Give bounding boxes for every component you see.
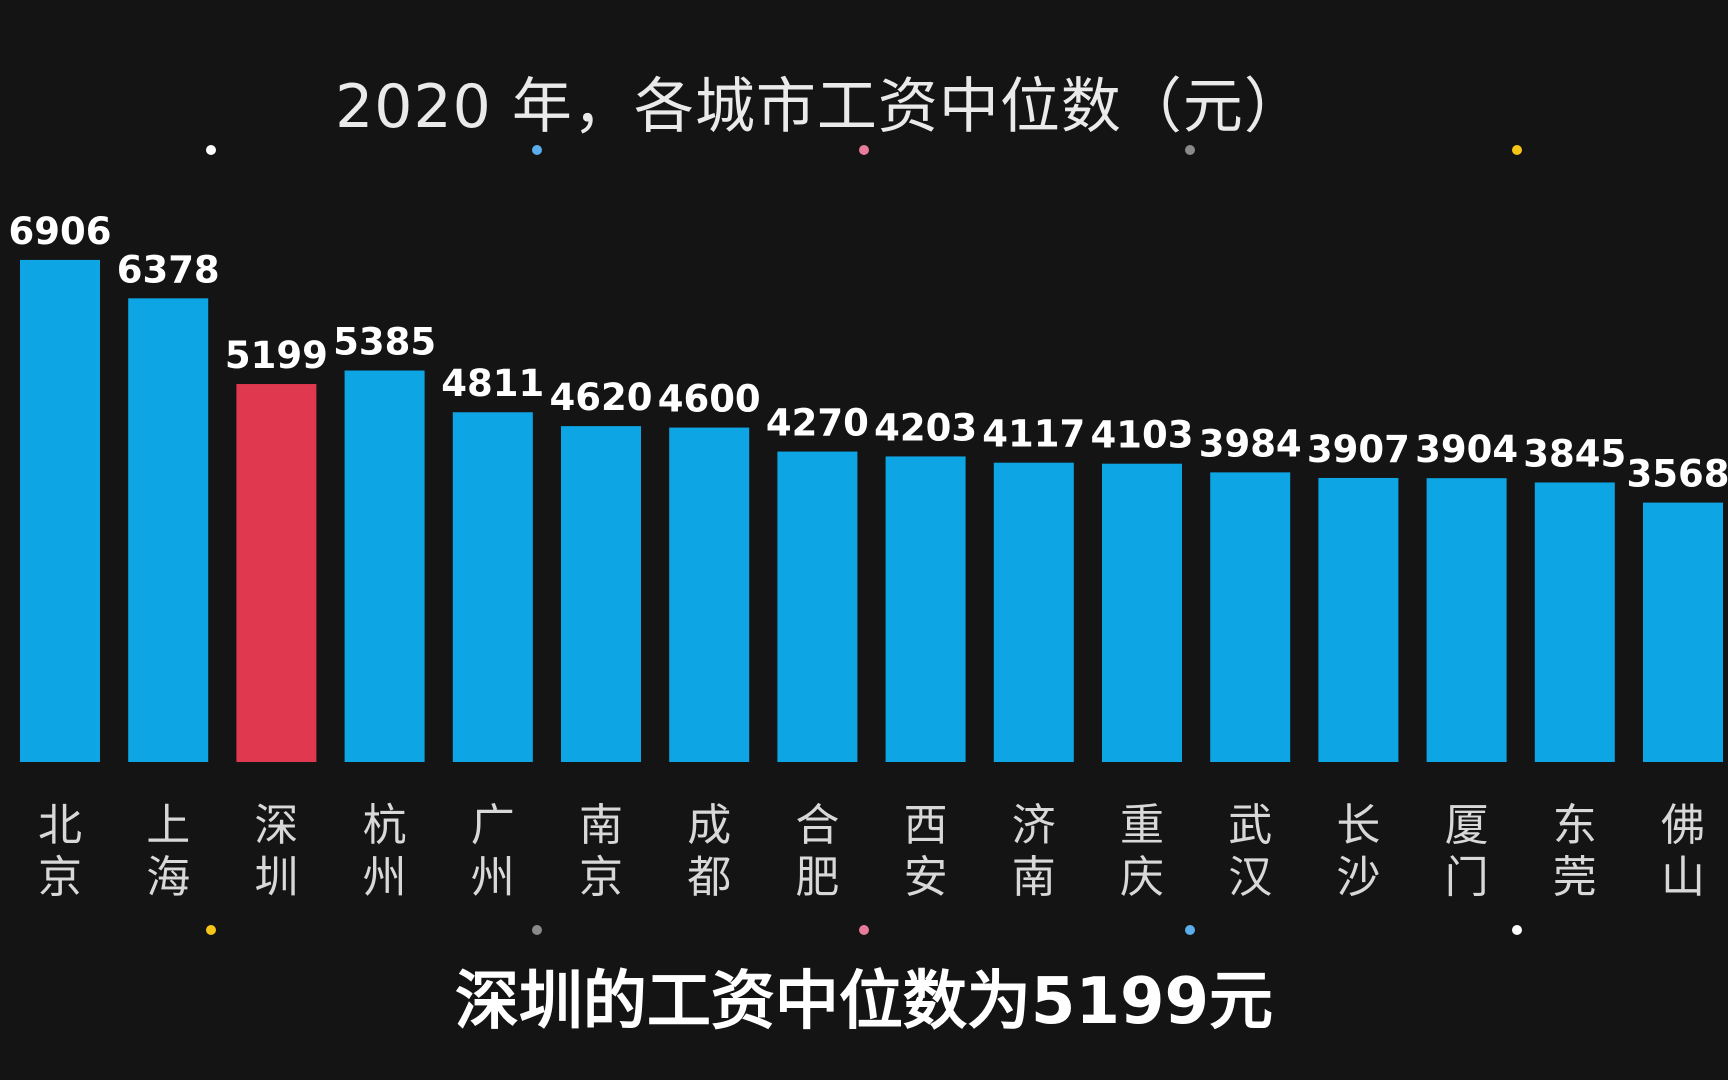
decor-dots — [206, 145, 1522, 935]
value-label-16: 3568 — [1627, 453, 1728, 496]
decor-dot-bottom-5 — [1512, 925, 1522, 935]
category-label-12-char-2: 汉 — [1228, 852, 1272, 903]
decor-dot-top-3 — [859, 145, 869, 155]
category-label-10-char-1: 济 — [1012, 800, 1056, 851]
bars — [20, 259, 1723, 762]
category-label-5-char-2: 州 — [471, 852, 515, 903]
category-label-15-char-2: 莞 — [1553, 852, 1597, 903]
category-label-5-char-1: 广 — [471, 800, 515, 851]
bar-15 — [1534, 482, 1615, 762]
bar-2 — [128, 298, 209, 762]
category-label-10-char-2: 南 — [1012, 852, 1056, 903]
category-label-13-char-2: 沙 — [1336, 852, 1380, 903]
value-label-2: 6378 — [117, 248, 220, 291]
category-label-6-char-2: 京 — [579, 852, 623, 903]
bar-1 — [20, 259, 100, 762]
chart-title: 2020 年，各城市工资中位数（元） — [335, 72, 1305, 142]
category-label-4-char-2: 州 — [363, 852, 407, 903]
value-label-7: 4600 — [658, 378, 761, 421]
value-label-15: 3845 — [1523, 432, 1626, 475]
category-label-3-char-2: 圳 — [254, 852, 298, 903]
category-label-16-char-2: 山 — [1661, 852, 1705, 903]
bar-5 — [452, 412, 533, 762]
value-label-3: 5199 — [225, 334, 328, 377]
bar-10 — [993, 462, 1074, 762]
category-label-11-char-2: 庆 — [1120, 852, 1164, 903]
decor-dot-top-5 — [1512, 145, 1522, 155]
value-label-5: 4811 — [441, 362, 544, 405]
bar-12 — [1210, 472, 1291, 762]
value-label-11: 4103 — [1091, 414, 1194, 457]
category-label-14-char-2: 门 — [1445, 852, 1489, 903]
category-label-11-char-1: 重 — [1120, 800, 1164, 851]
category-label-1-char-1: 北 — [38, 800, 82, 851]
bar-13 — [1318, 477, 1399, 762]
decor-dot-bottom-3 — [859, 925, 869, 935]
value-label-1: 6906 — [9, 210, 112, 253]
value-label-10: 4117 — [982, 413, 1085, 456]
category-label-9-char-1: 西 — [904, 800, 948, 851]
category-label-2-char-2: 海 — [146, 852, 190, 903]
decor-dot-bottom-1 — [206, 925, 216, 935]
category-label-9-char-2: 安 — [904, 852, 948, 903]
category-label-2-char-1: 上 — [146, 800, 190, 851]
category-label-15-char-1: 东 — [1553, 800, 1597, 851]
bar-11 — [1102, 463, 1182, 762]
bar-8 — [777, 451, 858, 762]
category-label-7-char-1: 成 — [687, 800, 731, 851]
decor-dot-bottom-4 — [1185, 925, 1195, 935]
bar-3 — [236, 384, 317, 762]
category-label-4-char-1: 杭 — [363, 800, 407, 851]
category-label-8-char-2: 肥 — [795, 852, 839, 903]
value-label-14: 3904 — [1415, 428, 1518, 471]
bar-9 — [885, 456, 966, 762]
decor-dot-bottom-2 — [532, 925, 542, 935]
bar-6 — [561, 426, 641, 762]
category-label-8-char-1: 合 — [795, 800, 839, 851]
decor-dot-top-4 — [1185, 145, 1195, 155]
bar-4 — [344, 370, 425, 762]
value-label-6: 4620 — [550, 376, 653, 419]
value-label-13: 3907 — [1307, 428, 1410, 471]
bar-16 — [1643, 502, 1723, 762]
category-label-3-char-1: 深 — [254, 800, 298, 851]
category-label-16-char-1: 佛 — [1661, 800, 1705, 851]
value-label-4: 5385 — [333, 321, 436, 364]
category-label-6-char-1: 南 — [579, 800, 623, 851]
category-label-12-char-1: 武 — [1228, 800, 1272, 851]
category-label-1-char-2: 京 — [38, 852, 82, 903]
category-label-13-char-1: 长 — [1336, 800, 1380, 851]
decor-dot-top-2 — [532, 145, 542, 155]
bar-14 — [1426, 478, 1507, 762]
category-label-7-char-2: 都 — [687, 852, 731, 903]
category-label-14-char-1: 厦 — [1445, 800, 1489, 851]
value-label-8: 4270 — [766, 402, 869, 445]
value-label-12: 3984 — [1199, 422, 1302, 465]
decor-dot-top-1 — [206, 145, 216, 155]
caption-subtitle: 深圳的工资中位数为5199元 — [454, 965, 1274, 1039]
bar-7 — [669, 427, 750, 762]
value-label-9: 4203 — [874, 406, 977, 449]
